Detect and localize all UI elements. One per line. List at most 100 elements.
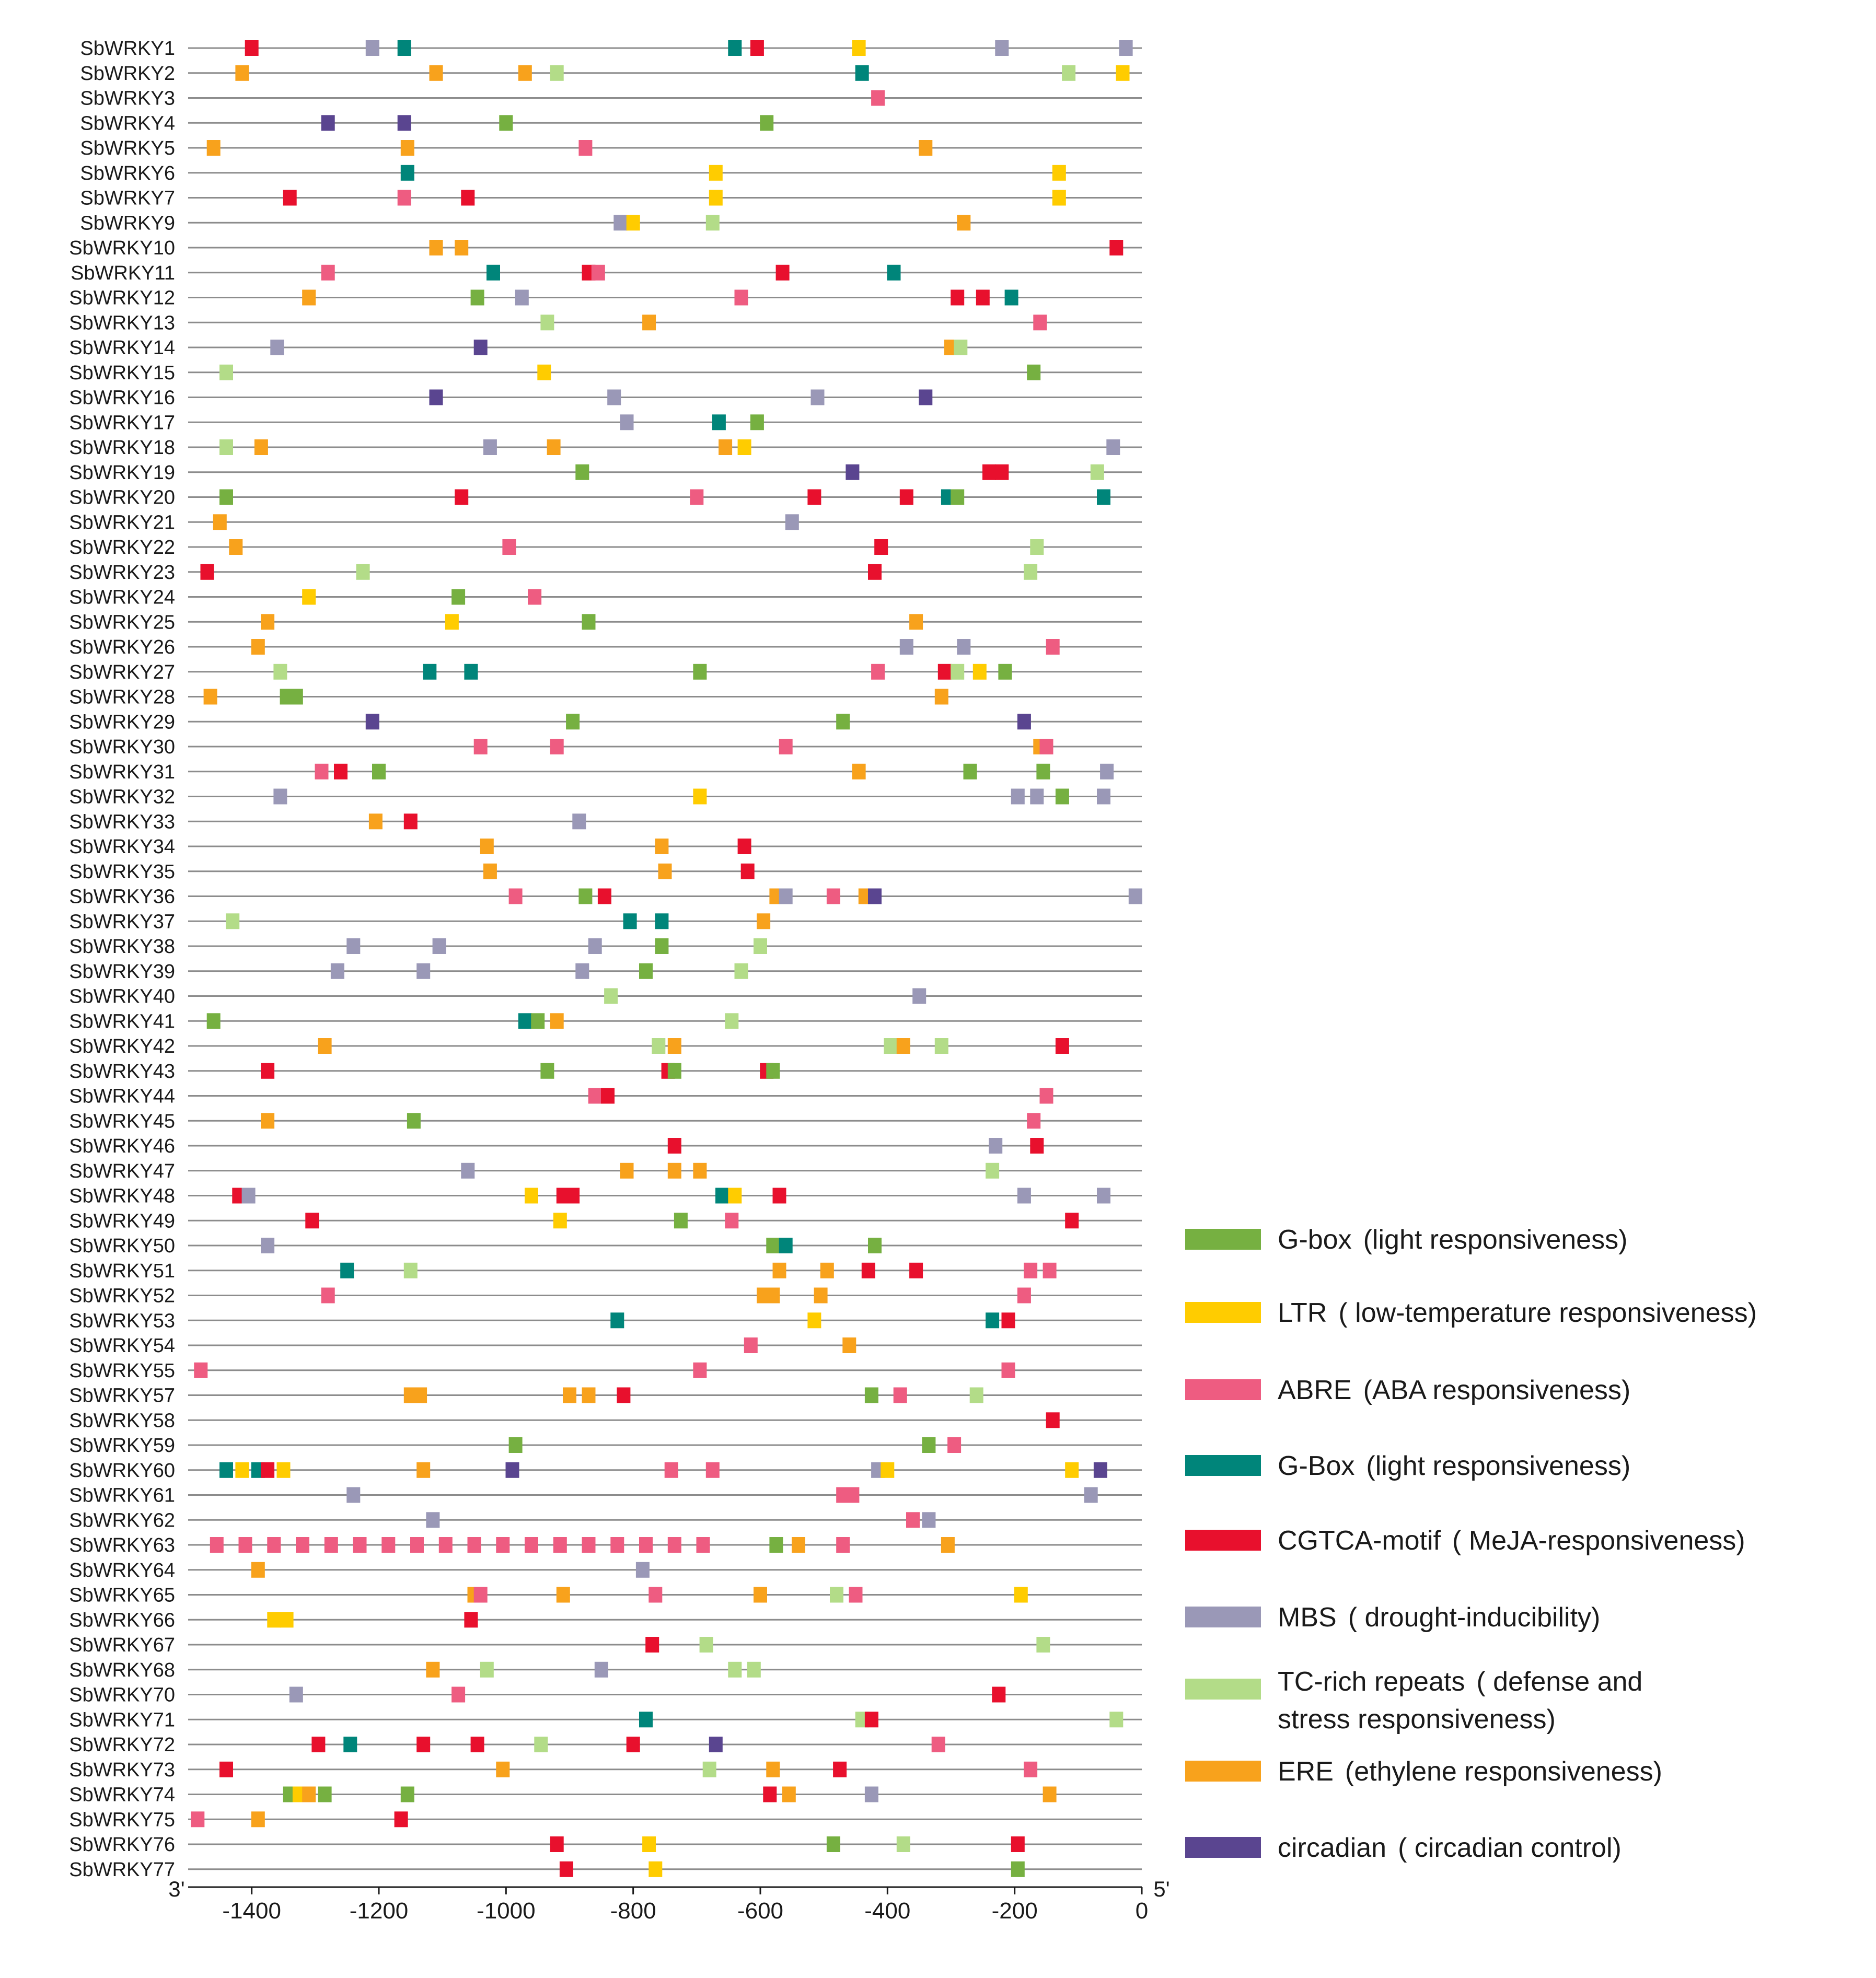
element-mark-mbs [1084,1487,1098,1503]
element-mark-cgtca [995,464,1009,480]
gene-label: SbWRKY30 [69,736,175,758]
element-mark-gbox_teal [855,65,869,81]
element-mark-abre [826,888,840,904]
element-mark-ere [318,1038,332,1054]
element-mark-circadian [365,714,379,730]
element-mark-abre [649,1587,663,1603]
legend-name: CGTCA-motif [1278,1526,1441,1556]
element-mark-cgtca [261,1063,275,1079]
element-mark-ere [1043,1786,1057,1802]
element-mark-ere [426,1661,440,1678]
element-mark-ere [782,1786,796,1802]
element-mark-ere [766,1287,780,1304]
element-mark-abre [528,589,542,605]
element-mark-ere [254,439,268,455]
gene-label: SbWRKY34 [69,836,175,858]
gene-label: SbWRKY1 [80,38,175,60]
element-mark-circadian [919,389,933,405]
element-mark-ltr [626,215,640,231]
element-mark-gbox_light [951,489,965,505]
element-mark-gbox_light [750,414,764,430]
element-mark-ltr [737,439,751,455]
legend-description: (light responsiveness) [1366,1451,1630,1481]
element-mark-cgtca [334,763,348,779]
element-mark-mbs [607,389,621,405]
gene-label: SbWRKY53 [69,1310,175,1332]
legend-description: (ABA responsiveness) [1363,1375,1631,1405]
element-mark-ere [934,689,948,705]
legend-name: LTR [1278,1298,1327,1328]
element-mark-abre [734,289,748,306]
element-mark-tc_rich [934,1038,948,1054]
gene-label: SbWRKY20 [69,487,175,509]
element-mark-gbox_light [219,489,233,505]
element-mark-ltr [267,1612,281,1628]
element-mark-ere [852,763,866,779]
element-mark-circadian [473,340,488,355]
element-mark-abre [321,264,335,281]
element-mark-tc_rich [550,65,564,81]
element-mark-gbox_light [766,1238,780,1253]
element-mark-cgtca [559,1861,573,1877]
element-mark-abre [473,739,488,754]
element-mark-tc_rich [884,1038,898,1054]
legend-label-ere: ERE (ethylene responsiveness) [1278,1756,1662,1787]
element-mark-ere [206,140,221,156]
element-mark-mbs [594,1661,608,1678]
element-mark-gbox_teal [712,414,726,430]
element-mark-mbs [1097,1188,1110,1204]
gene-label: SbWRKY71 [69,1709,175,1731]
legend-name: TC-rich repeats [1278,1667,1465,1697]
element-mark-tc_rich [219,364,233,380]
element-mark-ltr [972,664,987,680]
gene-label: SbWRKY58 [69,1410,175,1432]
element-mark-tc_rich [652,1038,666,1054]
gene-label: SbWRKY41 [69,1010,175,1032]
element-mark-cgtca [772,1188,786,1204]
element-mark-abre [321,1287,335,1304]
element-mark-gbox_light [531,1013,545,1029]
element-mark-abre [1017,1287,1031,1304]
element-mark-tc_rich [747,1661,761,1678]
legend-swatch-tc_rich [1185,1679,1261,1700]
x-tick-label: -600 [737,1898,783,1924]
element-mark-mbs [515,289,529,306]
element-mark-gbox_light [289,689,303,705]
element-mark-tc_rich [830,1587,843,1603]
element-mark-mbs [1030,788,1044,805]
element-mark-tc_rich [1090,464,1104,480]
element-mark-mbs [273,788,287,805]
element-mark-gbox_teal [779,1238,793,1253]
element-mark-gbox_light [864,1387,878,1403]
element-mark-cgtca [899,489,913,505]
element-mark-ere [563,1387,576,1403]
element-mark-circadian [846,464,860,480]
element-mark-tc_rich [954,340,968,355]
gene-label: SbWRKY52 [69,1285,175,1307]
element-mark-mbs [1097,788,1110,805]
element-mark-cgtca [617,1387,631,1403]
element-mark-abre [693,1362,707,1378]
element-mark-mbs [365,40,379,56]
element-mark-abre [705,1462,720,1478]
legend-name: ERE [1278,1756,1334,1787]
x-axis: 3' 5' -1400 -1200 -1000 -800 -600 -400 -200 0 [168,1877,1169,1924]
element-mark-gbox_teal [623,913,637,929]
legend-label-gbox_teal: G-Box (light responsiveness) [1278,1451,1630,1481]
element-mark-mbs [346,938,361,954]
element-mark-abre [779,739,793,754]
element-mark-mbs [461,1162,475,1179]
element-mark-tc_rich [1062,65,1076,81]
element-mark-ere [766,1761,780,1777]
element-mark-gbox_light [318,1786,332,1802]
element-mark-cgtca [597,888,611,904]
element-mark-ere [919,140,933,156]
element-mark-abre [502,539,516,555]
element-mark-cgtca [1011,1836,1025,1852]
gene-label: SbWRKY12 [69,287,175,309]
element-mark-mbs [416,963,431,979]
legend-label-gbox_light: G-box (light responsiveness) [1278,1225,1627,1255]
legend-swatch-gbox_teal [1185,1455,1261,1476]
element-mark-gbox_light [667,1063,681,1079]
